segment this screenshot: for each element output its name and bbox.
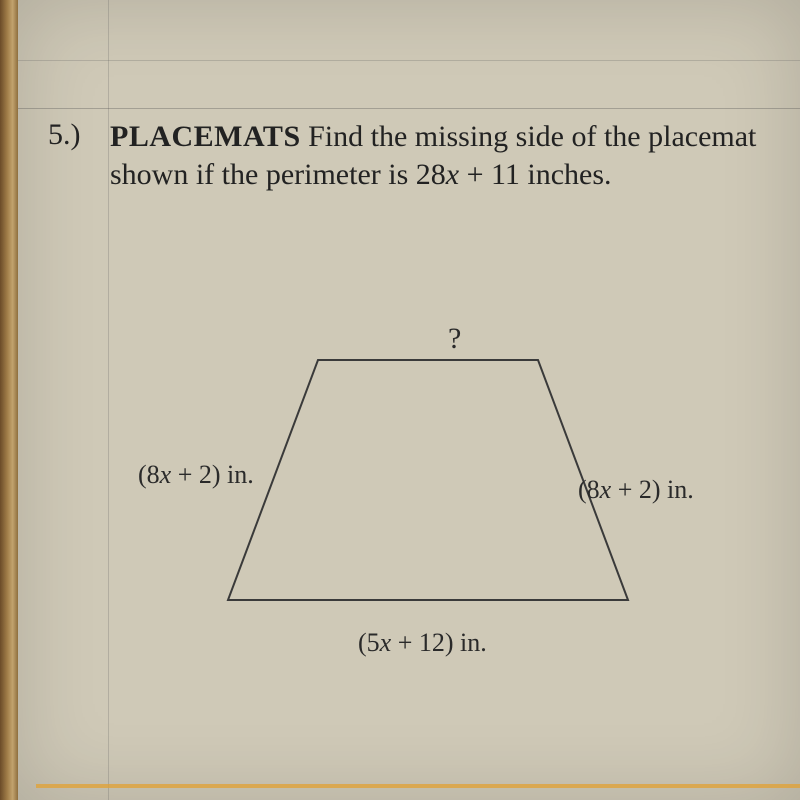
top-side-label: ?	[448, 322, 461, 356]
problem-text: PLACEMATS Find the missing side of the p…	[110, 118, 770, 195]
rule-line-2	[18, 108, 800, 109]
problem-block: 5.) PLACEMATS Find the missing side of t…	[48, 118, 770, 195]
trapezoid-diagram: ? (8x + 2) in. (8x + 2) in. (5x + 12) in…	[148, 330, 708, 680]
bottom-side-label: (5x + 12) in.	[358, 628, 487, 658]
problem-body-after: inches.	[520, 158, 612, 191]
cell-bottom-border	[36, 784, 800, 788]
worksheet-sheet: 5.) PLACEMATS Find the missing side of t…	[18, 0, 800, 800]
binder-edge	[0, 0, 18, 800]
trapezoid-shape	[228, 360, 628, 600]
perimeter-expression: 28x + 11	[416, 158, 520, 191]
problem-number: 5.)	[48, 118, 106, 152]
problem-lead: PLACEMATS	[110, 120, 301, 153]
left-side-label: (8x + 2) in.	[138, 460, 254, 490]
page: 5.) PLACEMATS Find the missing side of t…	[0, 0, 800, 800]
right-side-label: (8x + 2) in.	[578, 475, 694, 505]
rule-line	[18, 60, 800, 61]
